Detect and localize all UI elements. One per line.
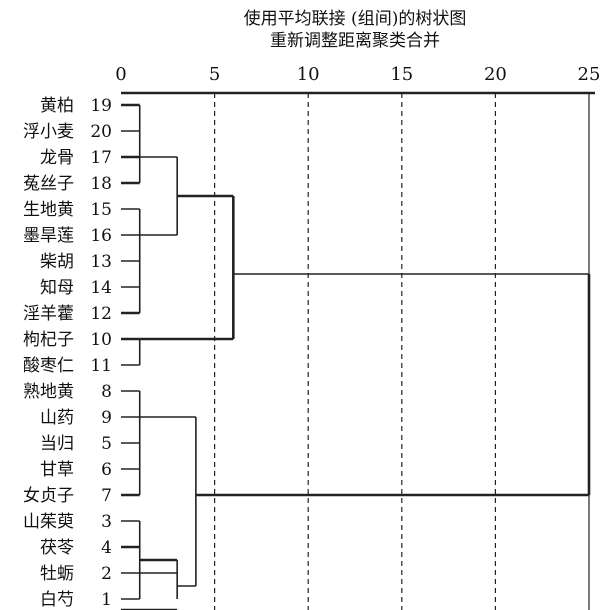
leaf-id: 17 bbox=[90, 148, 112, 168]
leaf-label: 酸枣仁 bbox=[23, 356, 74, 376]
leaf-id: 2 bbox=[101, 564, 112, 584]
leaf-label: 菟丝子 bbox=[23, 174, 74, 194]
x-tick-label: 20 bbox=[484, 64, 507, 85]
leaf-label: 山茱萸 bbox=[23, 512, 74, 532]
x-tick-label: 0 bbox=[115, 64, 126, 85]
leaf-label: 生地黄 bbox=[23, 200, 74, 220]
leaf-label: 墨旱莲 bbox=[23, 226, 74, 246]
leaf-id: 14 bbox=[90, 278, 112, 298]
leaf-id: 13 bbox=[90, 252, 112, 272]
leaf-id: 8 bbox=[101, 382, 112, 402]
x-tick-label: 15 bbox=[390, 64, 413, 85]
leaf-label: 茯苓 bbox=[40, 538, 74, 558]
leaf-id: 11 bbox=[90, 356, 112, 376]
leaf-id: 4 bbox=[101, 538, 112, 558]
leaf-label: 柴胡 bbox=[40, 252, 74, 272]
leaf-label: 淫羊藿 bbox=[23, 304, 74, 324]
leaf-label: 白芍 bbox=[40, 590, 74, 610]
leaf-label: 黄柏 bbox=[40, 96, 74, 116]
leaf-label: 知母 bbox=[40, 278, 74, 298]
leaf-id: 9 bbox=[101, 408, 112, 428]
leaf-label: 当归 bbox=[40, 434, 74, 454]
leaf-id: 7 bbox=[101, 486, 112, 506]
leaf-label: 浮小麦 bbox=[23, 122, 74, 142]
leaf-label: 龙骨 bbox=[40, 148, 74, 168]
x-tick-label: 5 bbox=[209, 64, 220, 85]
leaf-id: 18 bbox=[90, 174, 112, 194]
leaf-id: 3 bbox=[101, 512, 112, 532]
leaf-id: 5 bbox=[101, 434, 112, 454]
leaf-label: 山药 bbox=[40, 408, 74, 428]
leaf-id: 10 bbox=[90, 330, 112, 350]
leaf-id: 15 bbox=[90, 200, 112, 220]
leaf-label: 熟地黄 bbox=[23, 381, 74, 402]
chart-subtitle: 重新调整距离聚类合并 bbox=[270, 31, 440, 51]
leaf-label: 甘草 bbox=[40, 460, 74, 480]
leaf-id: 16 bbox=[90, 226, 112, 246]
x-tick-label: 10 bbox=[297, 64, 320, 85]
leaf-id: 20 bbox=[90, 122, 112, 142]
leaf-label: 枸杞子 bbox=[23, 330, 74, 350]
leaf-id: 19 bbox=[90, 96, 112, 116]
leaf-id: 6 bbox=[101, 460, 112, 480]
leaf-label: 女贞子 bbox=[23, 486, 74, 506]
chart-title: 使用平均联接 (组间)的树状图 bbox=[243, 9, 467, 29]
leaf-id: 1 bbox=[101, 590, 112, 610]
leaf-label: 牡蛎 bbox=[40, 564, 74, 584]
leaf-id: 12 bbox=[90, 304, 112, 324]
x-tick-label: 25 bbox=[578, 64, 601, 85]
